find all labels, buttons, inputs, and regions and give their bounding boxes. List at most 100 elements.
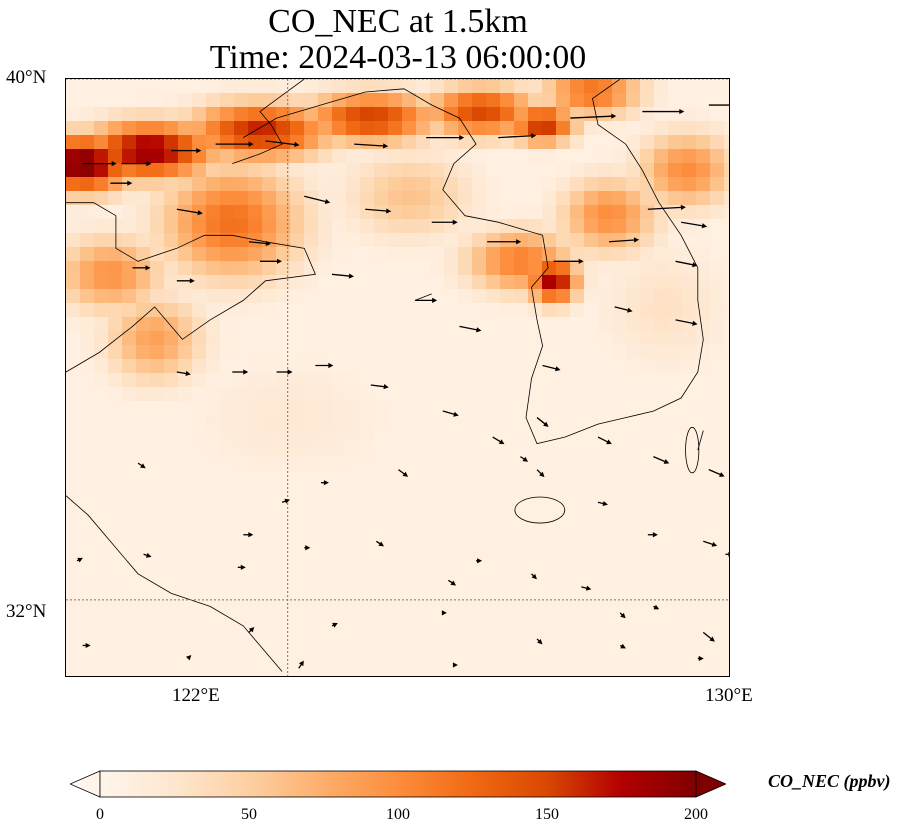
field-cell [276, 401, 291, 416]
field-cell [164, 429, 179, 444]
field-cell [276, 149, 291, 164]
field-cell [570, 79, 585, 94]
field-cell [150, 625, 165, 640]
field-cell [66, 611, 81, 626]
field-cell [66, 597, 81, 612]
field-cell [612, 289, 627, 304]
coastline [243, 79, 704, 445]
field-cell [430, 485, 445, 500]
field-cell [500, 303, 515, 318]
field-cell [584, 597, 599, 612]
field-cell [332, 107, 347, 122]
field-cell [528, 541, 543, 556]
field-cell [444, 555, 459, 570]
field-cell [556, 135, 571, 150]
field-cell [192, 219, 207, 234]
field-cell [206, 611, 221, 626]
field-cell [234, 303, 249, 318]
wind-arrow-head [243, 369, 249, 375]
field-cell [542, 373, 557, 388]
field-cell [444, 569, 459, 584]
field-cell [346, 485, 361, 500]
field-cell [416, 457, 431, 472]
field-cell [192, 387, 207, 402]
field-cell [444, 177, 459, 192]
field-cell [220, 471, 235, 486]
field-cell [626, 611, 641, 626]
wind-arrow [331, 273, 354, 279]
field-cell [724, 471, 729, 486]
field-cell [682, 289, 697, 304]
field-cell [640, 191, 655, 206]
field-cell [178, 275, 193, 290]
field-cell [458, 373, 473, 388]
wind-arrow-head [197, 210, 203, 216]
field-cell [360, 191, 375, 206]
field-cell [458, 177, 473, 192]
field-cell [528, 387, 543, 402]
field-cell [192, 555, 207, 570]
field-cell [332, 149, 347, 164]
field-cell [150, 135, 165, 150]
field-cell [122, 359, 137, 374]
field-cell [150, 569, 165, 584]
field-cell [668, 345, 683, 360]
field-cell [598, 625, 613, 640]
field-cell [332, 303, 347, 318]
field-cell [388, 359, 403, 374]
field-cell [514, 415, 529, 430]
field-cell [612, 93, 627, 108]
field-cell [584, 401, 599, 416]
field-cell [80, 233, 95, 248]
field-cell [164, 289, 179, 304]
field-cell [192, 625, 207, 640]
field-cell [262, 261, 277, 276]
field-cell [304, 541, 319, 556]
field-cell [626, 513, 641, 528]
field-cell [528, 177, 543, 192]
field-cell [332, 527, 347, 542]
field-cell [472, 205, 487, 220]
field-cell [696, 457, 711, 472]
field-cell [416, 569, 431, 584]
field-cell [710, 205, 725, 220]
field-cell [374, 275, 389, 290]
field-cell [542, 191, 557, 206]
field-cell [444, 303, 459, 318]
field-cell [640, 289, 655, 304]
field-cell [136, 289, 151, 304]
field-cell [514, 429, 529, 444]
field-cell [220, 653, 235, 668]
field-cell [584, 177, 599, 192]
field-cell [500, 625, 515, 640]
field-cell [472, 261, 487, 276]
field-cell [360, 485, 375, 500]
field-cell [640, 611, 655, 626]
field-cell [584, 429, 599, 444]
field-cell [164, 485, 179, 500]
field-cell [556, 541, 571, 556]
field-cell [528, 163, 543, 178]
field-cell [248, 555, 263, 570]
field-cell [276, 653, 291, 668]
field-cell [318, 401, 333, 416]
field-cell [430, 499, 445, 514]
field-cell [94, 79, 109, 94]
field-cell [626, 247, 641, 262]
wind-arrow [553, 258, 584, 264]
field-cell [556, 205, 571, 220]
field-cell [458, 569, 473, 584]
field-cell [584, 457, 599, 472]
field-cell [94, 555, 109, 570]
field-cell [318, 667, 333, 676]
field-cell [514, 205, 529, 220]
field-cell [598, 163, 613, 178]
field-cell [430, 317, 445, 332]
colorbar-scale [99, 770, 697, 798]
field-cell [458, 625, 473, 640]
field-cell [514, 625, 529, 640]
wind-arrow-shaft [681, 221, 706, 227]
field-cell [668, 205, 683, 220]
field-cell [570, 359, 585, 374]
field-cell [388, 191, 403, 206]
